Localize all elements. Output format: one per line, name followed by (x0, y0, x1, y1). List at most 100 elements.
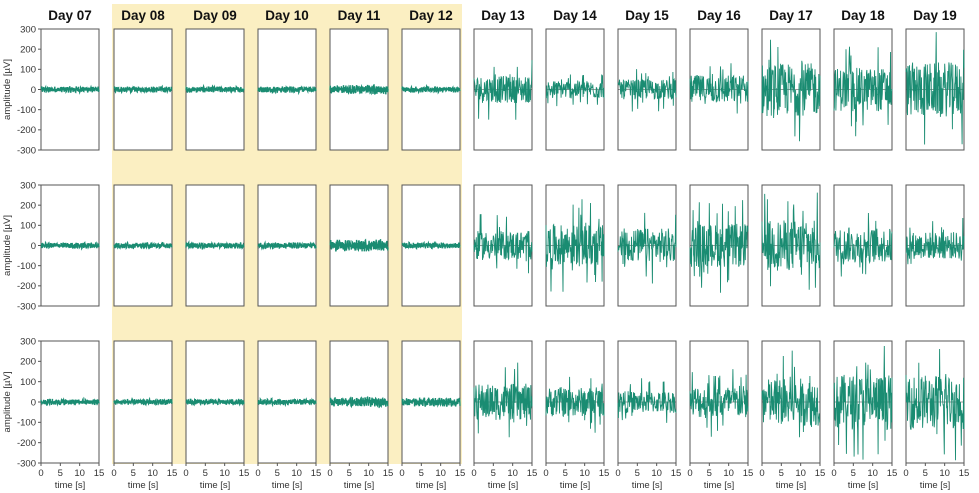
x-tick-label: 5 (419, 468, 424, 479)
eeg-trace (833, 46, 893, 137)
x-axis-label: time [s] (488, 480, 519, 491)
eeg-trace (113, 84, 173, 95)
eeg-trace (617, 69, 677, 112)
y-tick-label: -200 (17, 281, 36, 292)
panel (833, 340, 893, 464)
x-axis-label: time [s] (632, 480, 663, 491)
day-titles: Day 07 Day 08 Day 09 Day 10 Day 11 Day 12 Day … (48, 8, 957, 23)
panel (545, 340, 605, 464)
eeg-trace (40, 240, 100, 251)
panel (185, 184, 245, 307)
x-tick-label: 0 (399, 468, 404, 479)
eeg-trace (329, 83, 389, 96)
eeg-trace (905, 348, 965, 461)
day-title: Day 13 (481, 8, 525, 23)
y-tick-label: -100 (17, 418, 36, 429)
y-tick-label: 300 (20, 180, 36, 191)
x-tick-label: 15 (383, 468, 394, 479)
eeg-trace (113, 240, 173, 250)
day-title: Day 12 (409, 8, 453, 23)
eeg-trace (689, 63, 749, 114)
day-title: Day 07 (48, 8, 92, 23)
day-title: Day 18 (841, 8, 885, 23)
x-tick-label: 5 (131, 468, 136, 479)
eeg-trace (617, 378, 677, 423)
x-axes: 0 5 10 15 time [s] 0 5 10 15 time [s] 0 5 10 15 time [… (38, 463, 969, 491)
day-title: Day 10 (265, 8, 309, 23)
eeg-trace (185, 239, 245, 251)
x-tick-label: 5 (635, 468, 640, 479)
eeg-trace (905, 32, 965, 145)
eeg-trace (689, 369, 749, 437)
x-tick-label: 15 (815, 468, 826, 479)
panel (473, 184, 533, 307)
x-tick-label: 15 (527, 468, 538, 479)
day-title: Day 17 (769, 8, 813, 23)
eeg-trace (473, 362, 533, 438)
y-axis-label: amplitude [µV] (2, 59, 13, 120)
x-tick-label: 10 (507, 468, 518, 479)
x-tick-label: 5 (563, 468, 568, 479)
x-tick-label: 10 (435, 468, 446, 479)
y-tick-label: 100 (20, 377, 36, 388)
day-title: Day 19 (913, 8, 957, 23)
panel (40, 28, 100, 151)
panel (257, 184, 317, 307)
y-tick-label: 300 (20, 336, 36, 347)
y-tick-label: -200 (17, 125, 36, 136)
eeg-trace (617, 212, 677, 284)
panel (761, 184, 821, 307)
eeg-trace (401, 240, 461, 250)
x-tick-label: 10 (939, 468, 950, 479)
y-axis-label: amplitude [µV] (2, 372, 13, 433)
eeg-trace (257, 240, 317, 251)
panel (545, 184, 605, 307)
x-tick-label: 10 (219, 468, 230, 479)
day-title: Day 14 (553, 8, 597, 23)
panel (257, 28, 317, 151)
panel (257, 340, 317, 464)
eeg-trace (185, 397, 245, 407)
x-tick-label: 5 (923, 468, 928, 479)
x-axis-label: time [s] (848, 480, 879, 491)
eeg-trace (257, 85, 317, 96)
eeg-trace (905, 217, 965, 265)
panel (905, 184, 965, 307)
x-tick-label: 10 (291, 468, 302, 479)
eeg-trace (545, 376, 605, 433)
y-tick-label: 100 (20, 65, 36, 76)
x-tick-label: 15 (94, 468, 105, 479)
panel (329, 184, 389, 307)
x-tick-label: 0 (759, 468, 764, 479)
x-tick-label: 0 (471, 468, 476, 479)
x-tick-label: 5 (275, 468, 280, 479)
eeg-trace (761, 39, 821, 142)
x-tick-label: 0 (543, 468, 548, 479)
x-axis-label: time [s] (416, 480, 447, 491)
x-tick-label: 10 (579, 468, 590, 479)
x-tick-label: 15 (311, 468, 322, 479)
panel (689, 340, 749, 464)
x-tick-label: 10 (74, 468, 85, 479)
eeg-trace (329, 396, 389, 409)
y-tick-label: 200 (20, 44, 36, 55)
eeg-trace (113, 396, 173, 407)
y-tick-label: 100 (20, 221, 36, 232)
panel (689, 28, 749, 151)
y-axes: 300 200 100 0 -100 -200 -300 amplitude [µV] 300 2… (2, 24, 41, 469)
x-tick-label: 5 (851, 468, 856, 479)
panel (833, 28, 893, 151)
x-tick-label: 0 (687, 468, 692, 479)
y-tick-label: -100 (17, 105, 36, 116)
x-tick-label: 15 (455, 468, 466, 479)
x-axis-label: time [s] (200, 480, 231, 491)
x-axis-label: time [s] (776, 480, 807, 491)
x-axis-label: time [s] (128, 480, 159, 491)
eeg-trace (545, 199, 605, 292)
x-tick-label: 5 (779, 468, 784, 479)
x-tick-label: 0 (615, 468, 620, 479)
x-tick-label: 5 (203, 468, 208, 479)
panel (329, 28, 389, 151)
panel (113, 184, 173, 307)
x-tick-label: 5 (707, 468, 712, 479)
